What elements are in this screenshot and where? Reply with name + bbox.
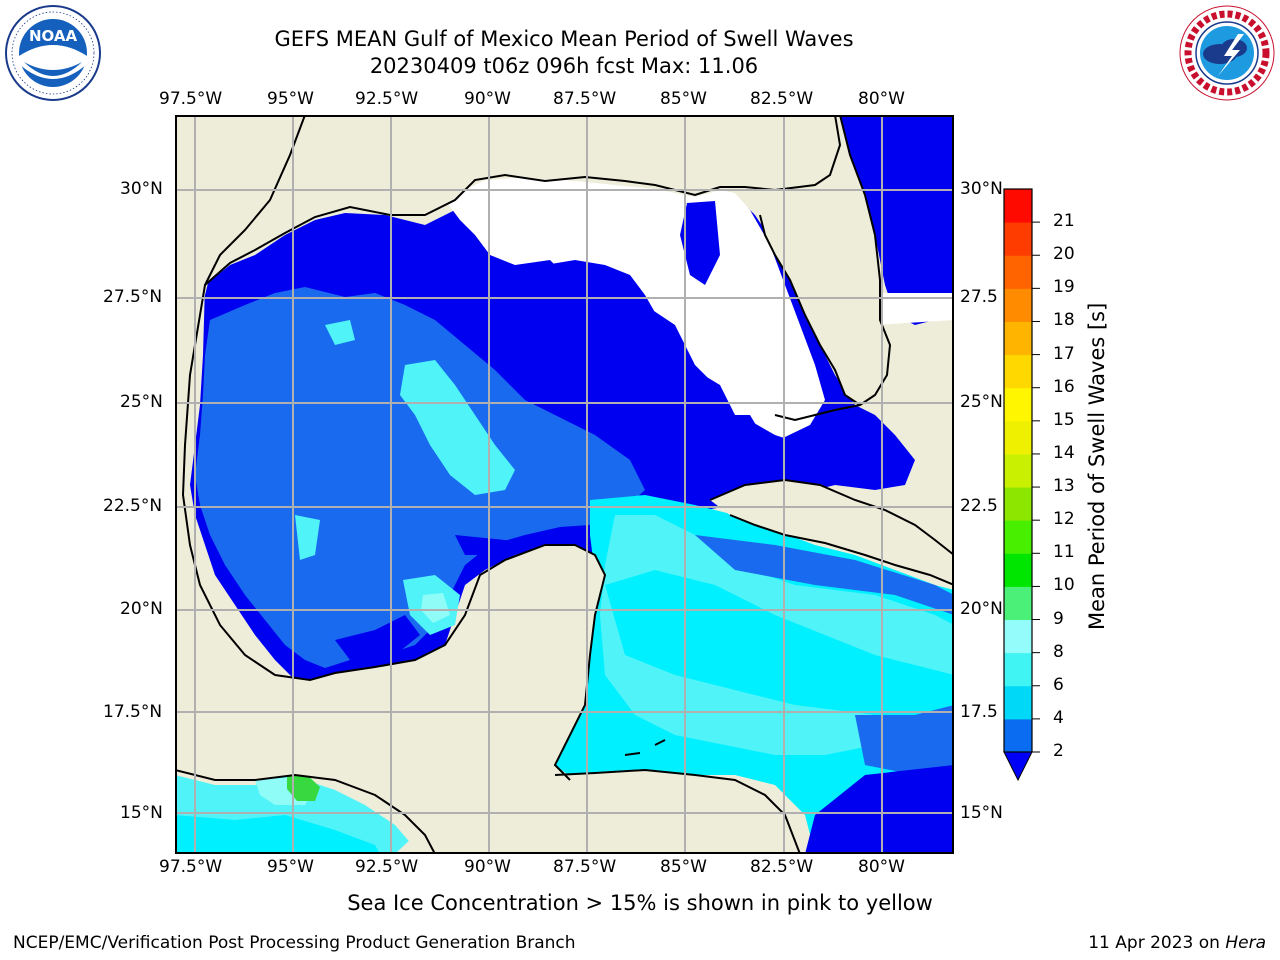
colorbar-box: [1004, 420, 1032, 455]
gulf-of-mexico-map: [175, 115, 954, 854]
colorbar-box: [1004, 387, 1032, 422]
map-subtitle: 20230409 t06z 096h fcst Max: 11.06: [369, 54, 759, 78]
lat-label-left: 22.5°N: [103, 496, 163, 516]
lat-label-left: 25°N: [120, 392, 163, 412]
colorbar-box: [1004, 453, 1032, 488]
colorbar: [1003, 188, 1040, 782]
map-title: GEFS MEAN Gulf of Mexico Mean Period of …: [274, 27, 854, 51]
cyan-tongue: [400, 360, 515, 495]
lon-label-bottom: 80°W: [858, 857, 905, 877]
lon-label-top: 80°W: [858, 89, 905, 109]
lon-label-top: 97.5°W: [159, 89, 223, 109]
colorbar-tick-label: 15: [1053, 409, 1075, 430]
colorbar-tick-label: 2: [1053, 741, 1064, 761]
lat-label-right: 25°N: [960, 392, 1003, 412]
colorbar-title: Mean Period of Swell Waves [s]: [1085, 302, 1109, 630]
colorbar-tick-label: 18: [1053, 310, 1075, 331]
colorbar-box: [1004, 553, 1032, 587]
colorbar-extend-arrow: [1003, 751, 1033, 782]
lon-label-bottom: 92.5°W: [355, 857, 419, 877]
lat-label-left: 30°N: [120, 179, 163, 199]
colorbar-box: [1004, 354, 1032, 389]
lat-label-left: 20°N: [120, 599, 163, 619]
colorbar-box: [1004, 222, 1032, 256]
colorbar-tick-label: 14: [1053, 442, 1075, 463]
lon-label-bottom: 97.5°W: [159, 857, 223, 877]
colorbar-box: [1004, 619, 1032, 654]
footer-date: 11 Apr 2023 on Hera: [1088, 933, 1266, 953]
colorbar-tick-label: 13: [1053, 476, 1075, 497]
lon-label-top: 90°W: [464, 89, 511, 109]
florida-land: [745, 115, 890, 405]
graticule: [175, 115, 954, 854]
colorbar-tick-label: 9: [1053, 608, 1064, 629]
lon-label-top: 92.5°W: [355, 89, 419, 109]
colorbar-tick-label: 10: [1053, 575, 1075, 596]
colorbar-box: [1004, 487, 1032, 521]
lon-label-top: 95°W: [267, 89, 314, 109]
lat-label-left: 27.5°N: [103, 287, 163, 307]
lon-label-bottom: 87.5°W: [553, 857, 617, 877]
colorbar-tick-label: 12: [1053, 509, 1075, 530]
colorbar-tick-label: 16: [1053, 376, 1075, 397]
lon-label-top: 85°W: [660, 89, 707, 109]
colorbar-tick-label: 4: [1053, 707, 1064, 728]
lat-label-right: 27.5: [960, 287, 998, 307]
atlantic-deep: [840, 115, 954, 325]
colorbar-box: [1004, 586, 1032, 621]
lat-label-right: 17.5: [960, 702, 998, 722]
lon-label-top: 87.5°W: [553, 89, 617, 109]
colorbar-tick-label: 11: [1053, 542, 1075, 563]
lon-label-bottom: 90°W: [464, 857, 511, 877]
lat-label-left: 15°N: [120, 803, 163, 823]
svg-text:NOAA: NOAA: [29, 27, 78, 45]
lon-label-bottom: 85°W: [660, 857, 707, 877]
colorbar-box: [1004, 718, 1032, 753]
colorbar-box: [1004, 520, 1032, 554]
footer-date-text: 11 Apr 2023 on: [1088, 933, 1226, 953]
colorbar-box: [1004, 321, 1032, 356]
sea-ice-caption: Sea Ice Concentration > 15% is shown in …: [347, 891, 933, 915]
footer-branch: NCEP/EMC/Verification Post Processing Pr…: [13, 933, 576, 953]
colorbar-tick-label: 21: [1053, 211, 1075, 232]
lon-label-bottom: 82.5°W: [750, 857, 814, 877]
lat-label-left: 17.5°N: [103, 702, 163, 722]
lon-label-top: 82.5°W: [750, 89, 814, 109]
colorbar-tick-label: 8: [1053, 641, 1064, 662]
colorbar-tick-label: 17: [1053, 343, 1075, 364]
colorbar-box: [1004, 189, 1032, 223]
coastlines: [175, 115, 954, 854]
lon-label-bottom: 95°W: [267, 857, 314, 877]
lat-label-right: 15°N: [960, 803, 1003, 823]
lat-label-right: 30°N: [960, 179, 1003, 199]
nws-logo: [1179, 5, 1275, 101]
noaa-logo: NOAA: [5, 5, 101, 101]
lat-label-right: 22.5: [960, 496, 998, 516]
colorbar-tick-label: 6: [1053, 674, 1064, 695]
no-data-shelf: [445, 177, 825, 440]
colorbar-box: [1004, 288, 1032, 322]
colorbar-box: [1004, 652, 1032, 687]
colorbar-tick-label: 19: [1053, 277, 1075, 298]
gulf-central-mid: [195, 287, 645, 668]
footer-host: Hera: [1225, 933, 1266, 953]
colorbar-box: [1004, 685, 1032, 720]
map-frame: [175, 115, 954, 854]
green-swell-patch: [287, 773, 320, 801]
us-gulf-coast-land: [205, 115, 840, 285]
colorbar-box: [1004, 255, 1032, 289]
colorbar-tick-label: 20: [1053, 244, 1075, 265]
lat-label-right: 20°N: [960, 599, 1003, 619]
